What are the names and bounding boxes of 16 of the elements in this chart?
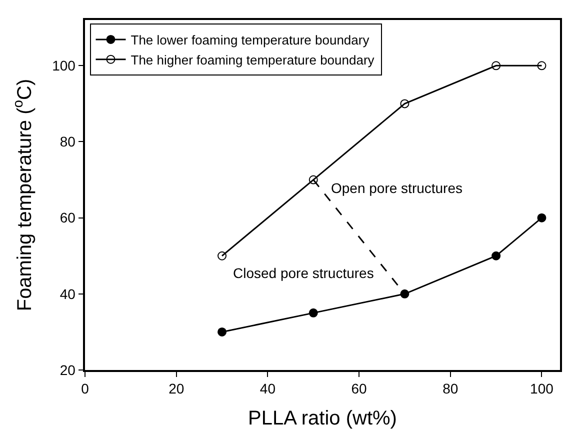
x-tick-label: 0 — [81, 380, 90, 397]
x-tick-label: 40 — [260, 380, 276, 397]
y-tick-label: 80 — [60, 134, 76, 150]
x-axis-title: PLLA ratio (wt%) — [248, 408, 397, 430]
x-tick-label: 80 — [442, 380, 458, 397]
annotation: Open pore structures — [331, 180, 463, 196]
x-tick-label: 60 — [351, 380, 368, 397]
x-tick-label: 100 — [530, 380, 554, 397]
legend-label: The higher foaming temperature boundary — [130, 52, 375, 68]
y-tick-label: 20 — [60, 362, 76, 378]
legend-label: The lower foaming temperature boundary — [130, 32, 370, 48]
y-tick-label: 60 — [60, 210, 76, 226]
y-tick-label: 40 — [60, 286, 76, 302]
annotation: Closed pore structures — [233, 265, 374, 281]
x-tick-label: 20 — [168, 380, 184, 397]
y-tick-label: 100 — [52, 58, 76, 74]
